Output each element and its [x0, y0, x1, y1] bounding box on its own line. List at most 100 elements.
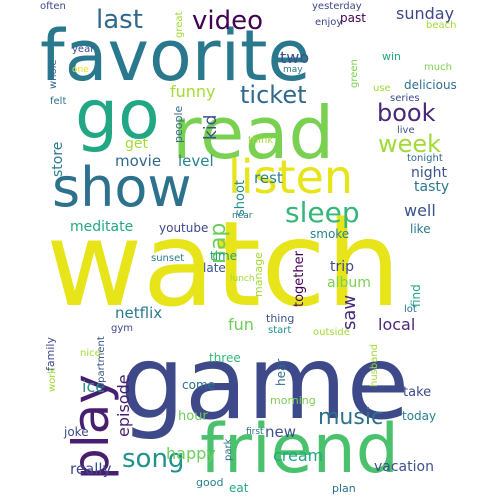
- word-get: get: [125, 136, 149, 152]
- word-two: two: [280, 48, 309, 67]
- word-people: people: [172, 105, 185, 143]
- word-episode: episode: [114, 374, 133, 437]
- word-play: play: [62, 374, 120, 480]
- word-video: video: [192, 6, 263, 36]
- word-joke: joke: [63, 425, 89, 439]
- word-hear: hear: [274, 359, 288, 386]
- word-first: first: [246, 427, 264, 437]
- word-hour: hour: [178, 409, 208, 424]
- word-new: new: [265, 423, 296, 441]
- word-trip: trip: [330, 259, 354, 275]
- word-time: time: [210, 249, 237, 263]
- word-manage: manage: [252, 252, 265, 297]
- word-week: week: [378, 130, 441, 158]
- word-start: start: [268, 325, 291, 336]
- word-near: near: [232, 211, 253, 221]
- word-saw: saw: [339, 295, 360, 330]
- word-thing: thing: [266, 312, 294, 325]
- word-nap: nap: [206, 223, 231, 264]
- word-go: go: [75, 76, 160, 155]
- word-enjoy: enjoy: [315, 17, 342, 28]
- word-store: store: [50, 142, 66, 177]
- word-tonight: tonight: [407, 153, 443, 164]
- word-ice: ice: [82, 377, 105, 396]
- word-good: good: [196, 476, 223, 489]
- word-live: live: [397, 125, 415, 136]
- word-delicious: delicious: [404, 78, 457, 92]
- word-apartment: apartment: [96, 336, 107, 389]
- word-like: like: [410, 222, 431, 236]
- word-funny: funny: [170, 82, 216, 101]
- word-green: green: [349, 59, 360, 88]
- word-nice: nice: [80, 348, 101, 359]
- word-music: music: [318, 405, 383, 430]
- word-song: song: [122, 444, 184, 474]
- word-read: read: [172, 91, 334, 175]
- word-book: book: [377, 99, 436, 127]
- word-really: really: [70, 460, 112, 478]
- word-sunset: sunset: [151, 253, 184, 264]
- word-plan: plan: [332, 482, 356, 495]
- word-friend: friend: [200, 410, 399, 489]
- word-late: late: [203, 261, 226, 275]
- word-sleep: sleep: [285, 196, 360, 229]
- word-watch: watch: [46, 195, 401, 333]
- word-work: work: [47, 368, 58, 392]
- word-whole: whole: [48, 59, 59, 89]
- word-tasty: tasty: [414, 179, 449, 195]
- word-great: great: [174, 11, 185, 38]
- word-level: level: [178, 152, 214, 170]
- word-favorite: favorite: [40, 15, 311, 97]
- word-gym: gym: [111, 323, 133, 334]
- word-use: use: [373, 83, 391, 94]
- word-win: win: [382, 50, 401, 63]
- word-show: show: [52, 156, 192, 219]
- word-meditate: meditate: [70, 219, 133, 235]
- word-together: together: [292, 250, 307, 307]
- word-kid: kid: [201, 115, 221, 140]
- word-one: one: [72, 65, 89, 75]
- word-may: may: [283, 65, 303, 75]
- word-past: past: [340, 11, 366, 25]
- word-husband: husband: [369, 344, 380, 387]
- word-series: series: [390, 93, 420, 104]
- word-much: much: [424, 62, 452, 73]
- word-night: night: [411, 165, 448, 181]
- word-movie: movie: [115, 152, 161, 170]
- word-happy: happy: [166, 444, 216, 463]
- word-cream: cream: [273, 446, 323, 465]
- word-think: think: [248, 135, 273, 146]
- word-local: local: [378, 315, 415, 334]
- word-shoot: shoot: [233, 180, 248, 216]
- word-park: park: [223, 438, 234, 461]
- word-often: often: [40, 1, 66, 12]
- word-ticket: ticket: [240, 81, 307, 109]
- word-today: today: [402, 409, 436, 423]
- word-rest: rest: [254, 169, 283, 187]
- word-lunch: lunch: [230, 274, 255, 284]
- word-come: come: [182, 378, 215, 392]
- word-netflix: netflix: [115, 304, 162, 322]
- word-take: take: [403, 385, 431, 400]
- word-vacation: vacation: [374, 459, 434, 475]
- word-well: well: [404, 201, 436, 220]
- word-three: three: [209, 351, 241, 365]
- word-find: find: [409, 284, 423, 307]
- word-game: game: [120, 324, 409, 443]
- word-album: album: [327, 275, 371, 291]
- word-family: family: [44, 337, 57, 371]
- word-yesterday: yesterday: [312, 1, 362, 12]
- word-sunday: sunday: [396, 4, 454, 23]
- word-fun: fun: [228, 315, 254, 334]
- word-eat: eat: [229, 481, 249, 495]
- word-lot: lot: [404, 304, 417, 315]
- word-youtube: youtube: [159, 221, 208, 235]
- word-morning: morning: [270, 394, 316, 407]
- word-listen: listen: [228, 150, 353, 204]
- word-last: last: [96, 5, 143, 35]
- word-felt: felt: [50, 96, 66, 107]
- word-beach: beach: [426, 20, 456, 31]
- word-smoke: smoke: [310, 227, 349, 241]
